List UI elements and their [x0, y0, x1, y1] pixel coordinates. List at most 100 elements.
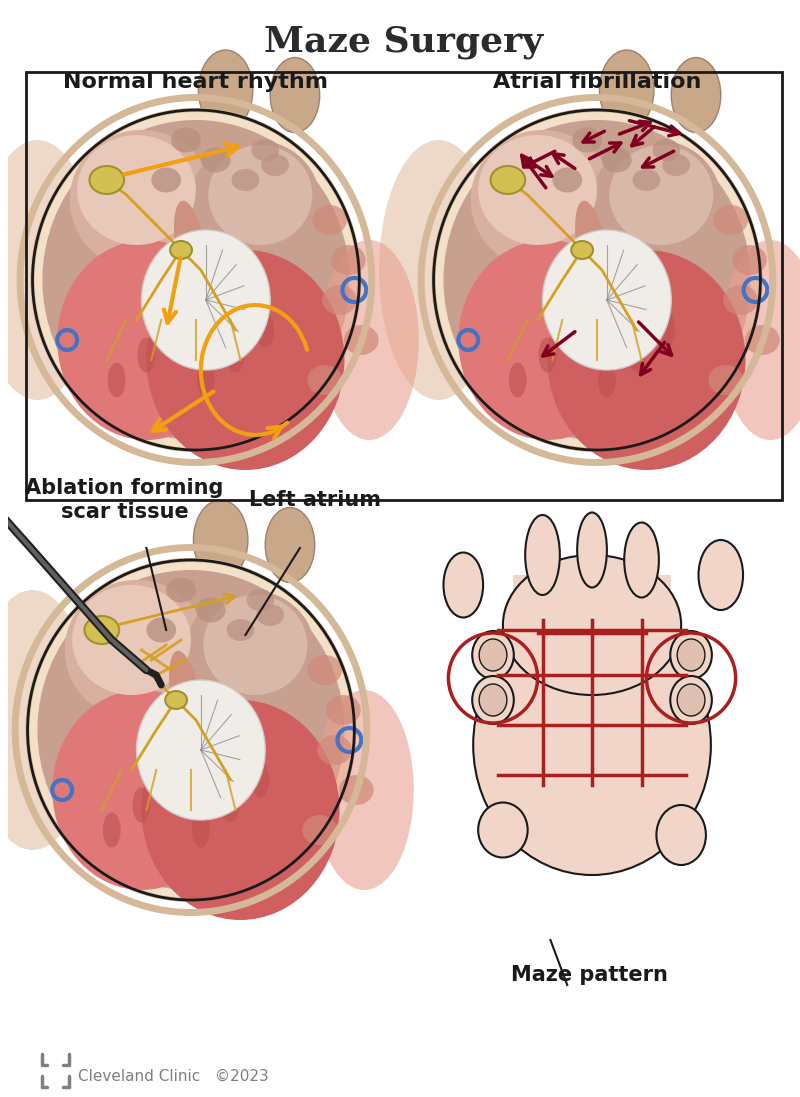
Ellipse shape [174, 201, 208, 299]
Ellipse shape [201, 147, 230, 172]
Ellipse shape [599, 50, 654, 131]
Ellipse shape [653, 139, 680, 161]
Ellipse shape [197, 362, 214, 397]
Ellipse shape [745, 325, 780, 355]
Ellipse shape [478, 135, 597, 245]
Ellipse shape [318, 735, 352, 765]
Ellipse shape [0, 140, 97, 400]
Ellipse shape [662, 154, 690, 176]
Ellipse shape [339, 774, 374, 805]
Ellipse shape [231, 169, 259, 191]
Ellipse shape [592, 140, 721, 260]
Ellipse shape [572, 127, 602, 152]
Ellipse shape [307, 365, 342, 395]
Ellipse shape [479, 638, 507, 671]
Ellipse shape [146, 618, 176, 643]
Ellipse shape [658, 313, 675, 348]
Ellipse shape [162, 762, 180, 798]
Ellipse shape [624, 522, 659, 598]
Text: Ablation forming
scar tissue: Ablation forming scar tissue [26, 478, 224, 521]
Ellipse shape [473, 615, 711, 875]
Ellipse shape [344, 325, 378, 355]
Ellipse shape [42, 120, 350, 440]
Ellipse shape [194, 500, 248, 580]
Ellipse shape [142, 230, 270, 370]
Ellipse shape [714, 205, 748, 235]
Ellipse shape [571, 241, 593, 259]
Ellipse shape [191, 140, 320, 260]
Ellipse shape [326, 695, 361, 725]
Ellipse shape [70, 131, 214, 270]
Ellipse shape [698, 540, 743, 610]
Ellipse shape [610, 145, 714, 245]
Ellipse shape [331, 245, 366, 275]
Ellipse shape [142, 700, 339, 920]
Ellipse shape [322, 285, 357, 315]
Ellipse shape [568, 313, 586, 348]
Ellipse shape [52, 690, 230, 890]
Ellipse shape [320, 240, 418, 440]
Ellipse shape [470, 131, 614, 270]
FancyBboxPatch shape [513, 575, 671, 675]
Ellipse shape [151, 168, 181, 192]
Ellipse shape [628, 338, 646, 373]
Ellipse shape [133, 788, 150, 823]
Ellipse shape [478, 803, 528, 858]
Bar [26, 72, 782, 500]
Ellipse shape [577, 512, 607, 588]
Ellipse shape [633, 169, 660, 191]
Ellipse shape [171, 127, 201, 152]
Ellipse shape [509, 362, 526, 397]
Ellipse shape [0, 590, 92, 850]
Ellipse shape [186, 590, 314, 710]
Ellipse shape [198, 50, 253, 131]
Ellipse shape [458, 240, 637, 440]
Ellipse shape [677, 638, 705, 671]
Ellipse shape [434, 110, 760, 450]
Ellipse shape [443, 553, 483, 618]
Ellipse shape [170, 241, 192, 259]
Ellipse shape [553, 168, 582, 192]
Ellipse shape [312, 205, 347, 235]
Ellipse shape [443, 120, 750, 440]
Ellipse shape [38, 570, 345, 890]
Text: Cleveland Clinic   ©2023: Cleveland Clinic ©2023 [78, 1068, 269, 1084]
Ellipse shape [167, 313, 185, 348]
Ellipse shape [251, 762, 269, 798]
Ellipse shape [58, 240, 235, 440]
Ellipse shape [65, 580, 208, 720]
Ellipse shape [490, 166, 525, 194]
Text: Maze Surgery: Maze Surgery [264, 25, 543, 59]
Ellipse shape [670, 676, 712, 724]
Ellipse shape [246, 589, 274, 611]
Ellipse shape [472, 631, 514, 679]
Ellipse shape [85, 617, 119, 644]
Ellipse shape [542, 230, 671, 370]
Ellipse shape [137, 680, 266, 819]
Text: Atrial fibrillation: Atrial fibrillation [493, 72, 701, 92]
Ellipse shape [677, 685, 705, 716]
Ellipse shape [222, 788, 239, 823]
Ellipse shape [670, 631, 712, 679]
Ellipse shape [538, 338, 556, 373]
Ellipse shape [138, 338, 155, 373]
Ellipse shape [169, 651, 203, 749]
Ellipse shape [721, 240, 800, 440]
Ellipse shape [77, 135, 196, 245]
Ellipse shape [208, 145, 312, 245]
Ellipse shape [379, 140, 498, 400]
Ellipse shape [103, 813, 121, 848]
Ellipse shape [314, 690, 414, 890]
Ellipse shape [708, 365, 743, 395]
Ellipse shape [503, 555, 681, 695]
Ellipse shape [472, 676, 514, 724]
Ellipse shape [598, 362, 616, 397]
Ellipse shape [671, 57, 721, 133]
Text: Normal heart rhythm: Normal heart rhythm [63, 72, 328, 92]
Ellipse shape [262, 154, 289, 176]
Ellipse shape [166, 577, 196, 602]
Ellipse shape [266, 508, 314, 583]
Ellipse shape [256, 313, 274, 348]
Ellipse shape [146, 250, 345, 470]
Ellipse shape [192, 813, 210, 848]
